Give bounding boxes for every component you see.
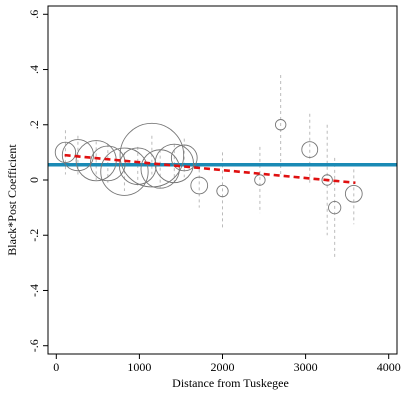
y-tick-label-3: -.2 [27, 229, 41, 242]
data-markers [54, 119, 363, 215]
y-tick-label-2: -.4 [27, 284, 41, 297]
x-axis-title: Distance from Tuskegee [172, 376, 289, 390]
data-point-14 [274, 119, 287, 131]
data-point-16 [321, 174, 333, 186]
data-point-5 [100, 147, 149, 196]
x-tick-label-4: 3000 [294, 360, 318, 374]
y-axis-title: Black*Post Coefficient [5, 144, 19, 256]
data-point-6 [118, 147, 157, 185]
y-tick-label-1: -.6 [27, 339, 41, 352]
data-point-10 [170, 144, 198, 172]
data-point-1 [54, 141, 77, 164]
data-point-4 [89, 145, 126, 182]
data-point-11 [190, 176, 209, 195]
data-point-7 [119, 122, 185, 188]
y-tick-label-5: .2 [27, 120, 41, 129]
data-point-8 [140, 149, 180, 189]
x-tick-label-3: 2000 [211, 360, 235, 374]
data-point-15 [301, 141, 319, 159]
fitted-trend-layer [64, 153, 356, 185]
y-tick-label-4: 0 [27, 177, 41, 183]
x-tick-label-5: 4000 [377, 360, 401, 374]
data-point-12 [216, 184, 229, 198]
x-axis-ticks: 0 1000 2000 3000 4000 [53, 354, 401, 374]
y-tick-label-6: .4 [27, 65, 41, 74]
y-tick-label-7: .6 [27, 10, 41, 19]
data-point-13 [254, 174, 266, 186]
data-point-2 [61, 139, 94, 172]
data-point-18 [344, 184, 363, 203]
x-tick-label-2: 1000 [127, 360, 151, 374]
fitted-trend-line [64, 153, 356, 185]
data-point-17 [328, 201, 342, 215]
y-axis-ticks: -.6 -.4 -.2 0 .2 .4 .6 [27, 10, 48, 352]
x-tick-label-1: 0 [53, 360, 59, 374]
